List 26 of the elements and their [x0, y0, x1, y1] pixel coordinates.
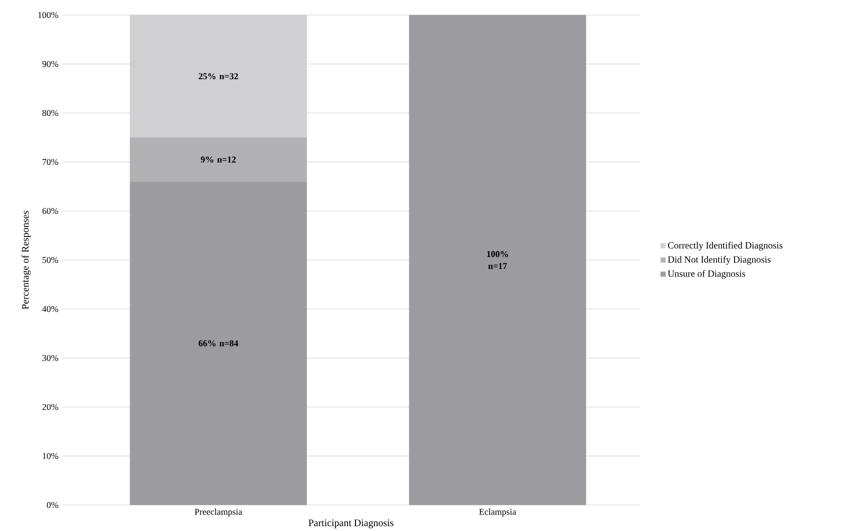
data-label: 66% n=84 — [198, 340, 238, 346]
data-label: 9% n=12 — [200, 156, 236, 163]
legend-label: Unsure of Diagnosis — [668, 270, 746, 279]
x-tick-label: Preeclampsia — [194, 508, 242, 517]
y-tick-label: 20% — [42, 404, 58, 410]
y-tick-label: 70% — [42, 158, 58, 166]
bar — [130, 14, 307, 138]
y-tick-label: 0% — [46, 502, 58, 508]
y-tick-label: 40% — [42, 306, 58, 312]
y-tick-label: 100% — [38, 12, 58, 18]
bar — [130, 137, 307, 182]
y-tick-label: 80% — [42, 110, 58, 116]
bar — [409, 14, 586, 505]
y-tick-label: 90% — [42, 60, 58, 68]
y-tick-label: 50% — [42, 256, 58, 264]
x-tick-label: Eclampsia — [479, 508, 516, 517]
y-tick-label: 10% — [42, 452, 58, 460]
data-label: 25% n=32 — [198, 73, 238, 80]
y-tick-label: 30% — [42, 354, 58, 362]
legend-label: Did Not Identify Diagnosis — [668, 256, 771, 265]
y-tick-label: 60% — [42, 208, 58, 214]
y-axis-title: Percentage of Responses — [22, 210, 31, 310]
legend-label: Correctly Identified Diagnosis — [668, 242, 782, 250]
x-axis-title: Participant Diagnosis — [308, 520, 394, 528]
data-label: 100% n=17 — [487, 251, 508, 269]
bar — [130, 182, 307, 505]
